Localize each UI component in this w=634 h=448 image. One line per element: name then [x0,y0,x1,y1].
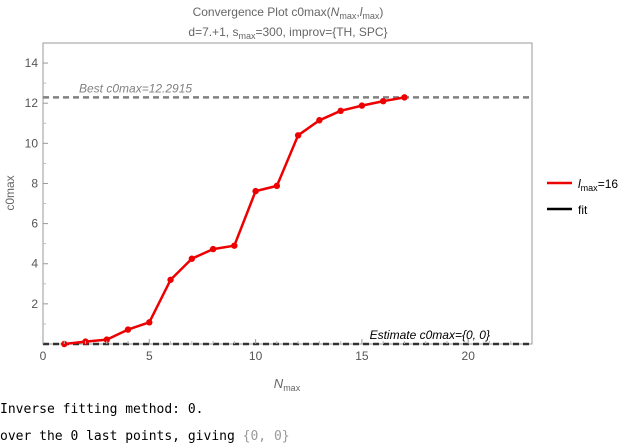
x-tick-label: 5 [146,349,153,363]
data-point [401,94,408,101]
legend-label-fit: fit [578,203,588,217]
output-tuple: {0, 0} [242,429,290,444]
y-tick-label: 6 [31,217,38,231]
legend-label-lmax: lmax=16 [578,177,618,193]
best-reference-label: Best c0max=12.2915 [79,81,192,95]
data-point [316,117,323,124]
y-tick-label: 4 [31,257,38,271]
data-point [294,132,302,139]
data-point [124,326,132,333]
data-point [273,182,281,190]
estimate-reference-label: Estimate c0max={0, 0} [370,328,490,342]
data-point [167,276,174,283]
legend: lmax=16 fit [547,177,618,217]
convergence-chart: Convergence Plot c0max(Nmax,lmax) d=7.+1… [3,5,618,393]
data-point [379,97,387,105]
y-tick-label: 2 [31,297,38,311]
x-tick-label: 15 [355,349,369,363]
x-tick-label: 0 [40,349,47,363]
series-line-lmax [64,96,405,346]
output-line-2-text: over the 0 last points, giving [0,429,243,444]
y-axis-label: c0max [3,175,17,210]
y-tick-label: 10 [25,136,39,150]
data-point [146,319,153,326]
chart-subtitle: d=7.+1, smax=300, improv={TH, SPC} [188,25,387,41]
y-tick-label: 8 [31,176,38,190]
data-point [337,107,344,115]
output-line-2: over the 0 last points, giving {0, 0} [0,429,290,444]
data-point [358,102,366,109]
output-line-1: Inverse fitting method: 0. [0,402,204,417]
chart-title: Convergence Plot c0max(Nmax,lmax) [193,5,384,21]
x-axis-label: Nmax [274,376,301,393]
data-point [209,245,217,253]
y-tick-label: 12 [25,96,39,110]
data-point [103,336,110,343]
data-point [231,242,238,249]
x-tick-label: 10 [249,349,263,363]
data-point [188,255,196,262]
y-tick-label: 14 [25,56,39,70]
x-tick-label: 20 [462,349,476,363]
data-point [252,187,259,195]
